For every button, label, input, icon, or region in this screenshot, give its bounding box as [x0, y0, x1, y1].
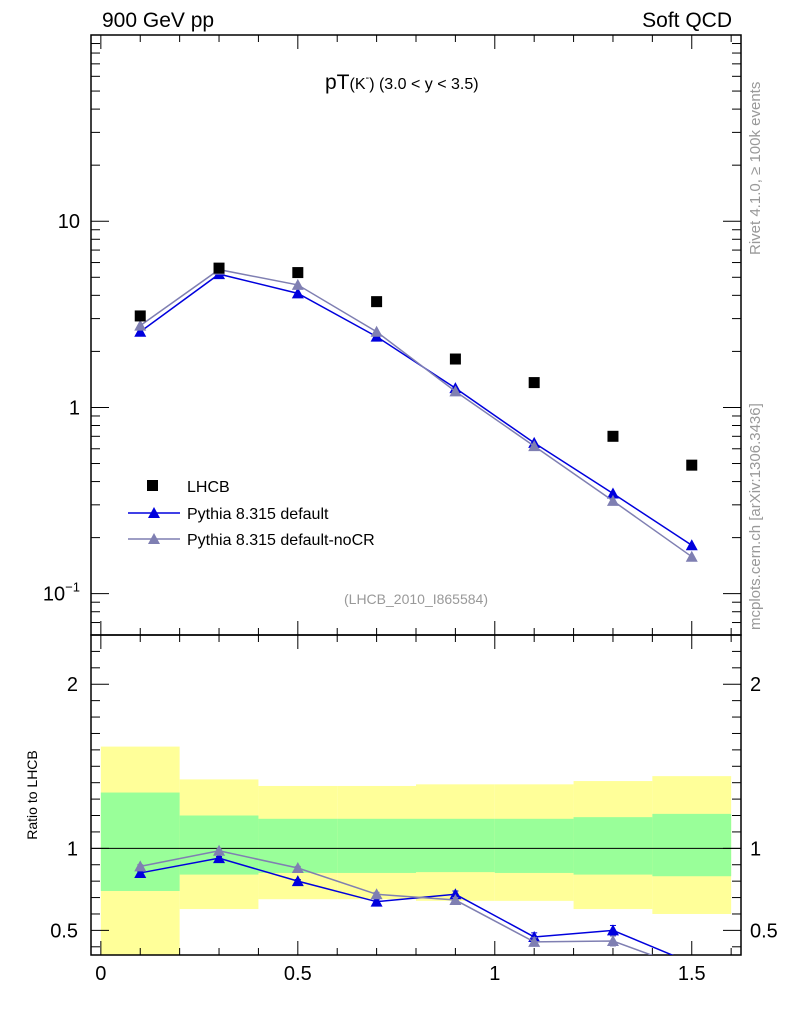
- main-point-1: [606, 494, 619, 506]
- ratio-point-0: [213, 852, 226, 864]
- data-point-lhcb: [134, 310, 146, 322]
- band-green-4: [416, 818, 495, 873]
- main-point-1: [291, 278, 304, 290]
- ratio-uncertainty-bands: [100, 746, 732, 955]
- plot-title-main: pT: [325, 71, 350, 94]
- band-green-7: [652, 813, 732, 877]
- data-point-lhcb: [449, 353, 461, 365]
- data-point-lhcb: [213, 262, 225, 274]
- y-tick-label-main: 10: [58, 211, 80, 233]
- legend-marker-lhcb: [147, 480, 158, 491]
- y-tick-label-ratio-left: 2: [67, 674, 78, 696]
- main-point-1: [528, 440, 541, 452]
- y-tick-label-ratio-right: 2: [750, 674, 761, 696]
- main-point-0: [291, 287, 304, 299]
- main-point-0: [606, 487, 619, 499]
- ratio-point-1: [213, 844, 226, 856]
- x-tick-label: 0: [95, 963, 106, 985]
- main-point-1: [685, 550, 698, 562]
- legend-marker-nocr: [148, 533, 160, 544]
- plot-title-particle: (K: [350, 76, 366, 93]
- plot-title-charge: -: [366, 72, 370, 84]
- ratio-series-group: [134, 844, 675, 955]
- ratio-point-1: [528, 935, 541, 947]
- y-tick-label-ratio-right: 0.5: [750, 920, 778, 942]
- ratio-line-0: [140, 857, 675, 955]
- plot-title: pT(K-) (3.0 < y < 3.5): [325, 71, 479, 94]
- ratio-point-0: [134, 866, 147, 878]
- header-category-label: Soft QCD: [642, 9, 732, 32]
- y-tick-label-main: 1: [69, 397, 80, 419]
- analysis-id-label: (LHCB_2010_I865584): [344, 591, 488, 607]
- data-point-lhcb: [292, 267, 304, 279]
- ratio-point-1: [370, 888, 383, 900]
- plot-title-rapidity-cut: (3.0 < y < 3.5): [375, 76, 479, 93]
- rivet-version-label: Rivet 4.1.0, ≥ 100k events: [747, 82, 764, 255]
- ratio-point-1: [291, 862, 304, 874]
- x-tick-label: 1: [489, 963, 500, 985]
- plot-title-close: ): [369, 76, 374, 93]
- data-point-lhcb: [371, 296, 383, 308]
- axis-ticks: [91, 35, 741, 955]
- band-green-6: [573, 817, 653, 875]
- y-tick-label-main: 10−1: [43, 580, 80, 606]
- legend-marker-default: [148, 507, 160, 518]
- ratio-point-1: [134, 860, 147, 872]
- y-tick-label-ratio-left: 0.5: [50, 920, 78, 942]
- ratio-line-1: [140, 850, 654, 955]
- data-point-lhcb: [686, 459, 698, 471]
- legend: LHCB Pythia 8.315 default Pythia 8.315 d…: [128, 479, 375, 549]
- ratio-point-0: [370, 895, 383, 907]
- legend-label-lhcb: LHCB: [187, 479, 230, 496]
- main-point-1: [449, 385, 462, 397]
- main-point-1: [370, 325, 383, 337]
- x-tick-label: 1.5: [678, 963, 706, 985]
- ratio-point-0: [449, 888, 462, 900]
- main-point-0: [134, 325, 147, 337]
- ratio-point-0: [606, 924, 619, 936]
- band-green-3: [337, 818, 416, 873]
- band-green-5: [494, 818, 574, 873]
- data-point-lhcb: [607, 430, 619, 442]
- main-point-0: [685, 539, 698, 551]
- axis-tick-labels: 0 0.5 1 1.5 10−1 1 10 0.5 0.5 1 1 2 2: [43, 211, 778, 985]
- mcplots-reference-label: mcplots.cern.ch [arXiv:1306.3436]: [747, 403, 764, 630]
- y-tick-label-ratio-right: 1: [750, 838, 761, 860]
- main-series-group: [134, 262, 698, 562]
- x-tick-label: 0.5: [284, 963, 312, 985]
- main-point-1: [134, 319, 147, 331]
- ratio-point-1: [449, 894, 462, 906]
- data-point-lhcb: [528, 377, 540, 389]
- ratio-point-0: [291, 875, 304, 887]
- ratio-point-1: [606, 935, 619, 947]
- main-line-1: [139, 268, 693, 558]
- legend-label-nocr: Pythia 8.315 default-noCR: [187, 532, 375, 549]
- legend-label-default: Pythia 8.315 default: [187, 506, 329, 523]
- ratio-y-axis-label: Ratio to LHCB: [24, 750, 40, 839]
- header-energy-label: 900 GeV pp: [102, 9, 214, 32]
- y-tick-label-ratio-left: 1: [67, 838, 78, 860]
